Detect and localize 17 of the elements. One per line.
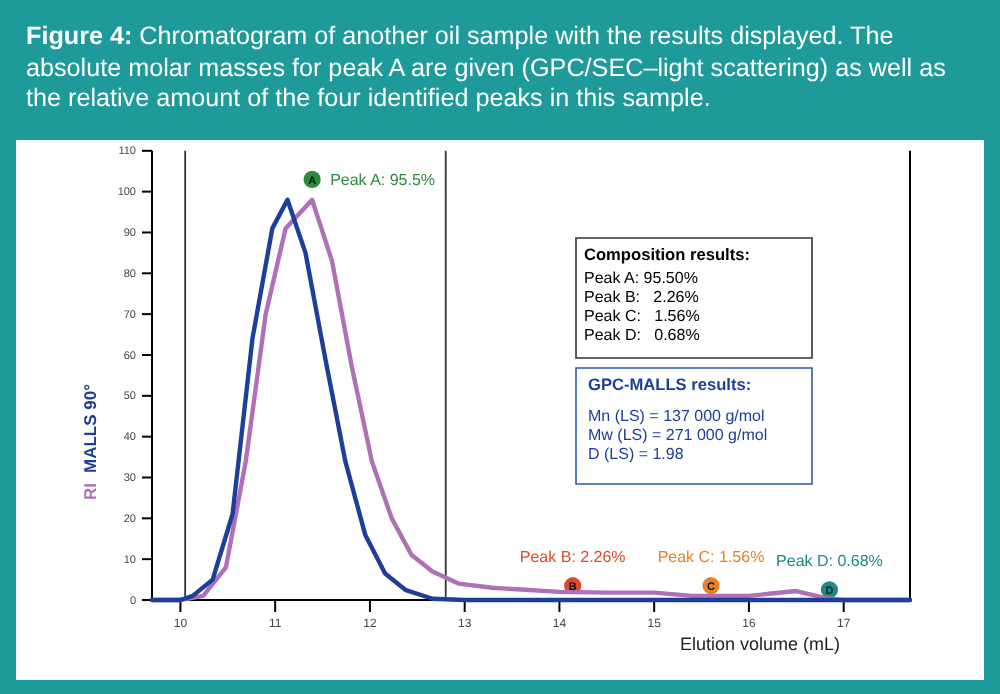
annotation: Peak D: 0.68% xyxy=(776,551,883,570)
annotation: Peak C: 1.56% xyxy=(657,547,765,566)
text: RI xyxy=(80,483,100,500)
annotation: Peak B: 2.26% xyxy=(519,547,626,566)
annotation: Peak A: 95.5% xyxy=(330,171,436,190)
chart-title: Figure 4: Chromatogram of another oil sample with the results displayed. The absolute molar masses for peak A are given (GPC/SEC–light scattering) as well as the relative amount of the four identified peaks in this sample. xyxy=(26,22,946,112)
annotation: Peak B: 2.26% xyxy=(584,288,699,306)
annotation: Peak C: 1.56% xyxy=(584,307,700,325)
annotation: Mn (LS) = 137 000 g/mol xyxy=(588,407,765,425)
annotation: Peak A: 95.50% xyxy=(584,269,698,287)
annotation: Composition results: xyxy=(584,244,750,264)
text: MALLS 90° xyxy=(80,382,100,473)
x-axis-title: Elution volume (mL) xyxy=(680,634,841,654)
annotation: Mw (LS) = 271 000 g/mol xyxy=(588,426,768,444)
annotation: GPC-MALLS results: xyxy=(588,374,752,394)
annotation: Peak D: 0.68% xyxy=(584,326,700,344)
annotation: D (LS) = 1.98 xyxy=(588,445,685,463)
